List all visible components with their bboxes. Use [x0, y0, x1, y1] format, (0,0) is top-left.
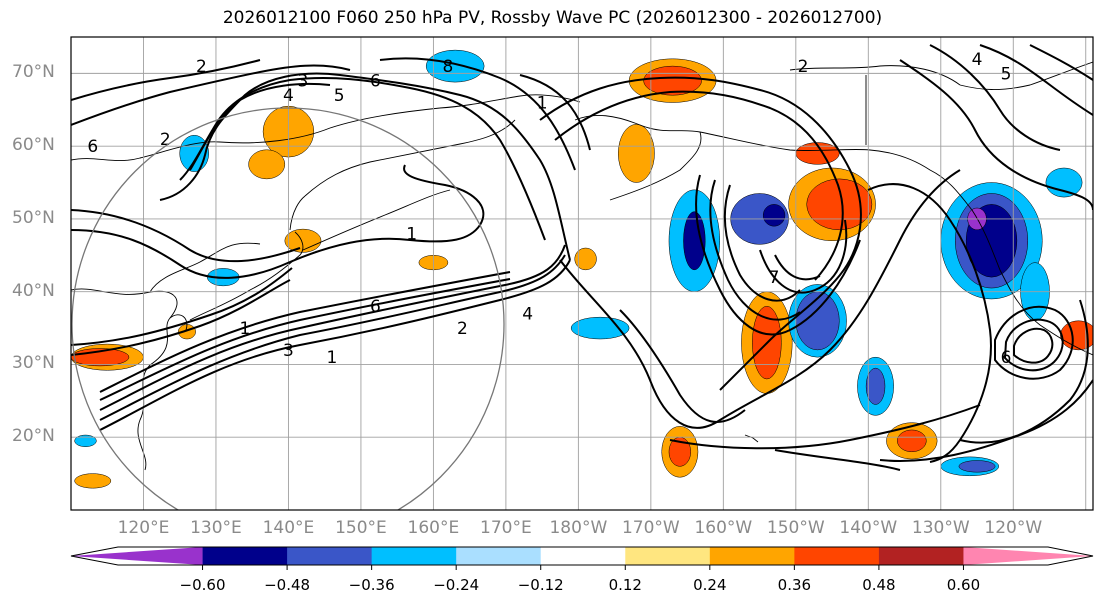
anomaly-patch — [425, 49, 485, 83]
graticule — [71, 37, 1093, 510]
colorbar-tick-label: 0.36 — [777, 576, 812, 594]
contour-label: 2 — [798, 57, 809, 77]
anomaly-patch — [179, 134, 209, 172]
anomaly-patch — [570, 316, 630, 340]
contour-label: 8 — [442, 57, 453, 77]
anomaly-patch — [74, 434, 97, 447]
longitude-label: 140°W — [839, 518, 898, 538]
contour-label: 6 — [87, 137, 98, 157]
longitude-label: 170°E — [480, 518, 532, 538]
contour-label: 5 — [334, 86, 345, 106]
latitude-label: 30°N — [12, 353, 55, 374]
longitude-label: 160°E — [407, 518, 460, 538]
contour-label: 2 — [196, 57, 207, 77]
contour-label: 1 — [240, 319, 251, 339]
contour-label: 4 — [522, 305, 533, 325]
colorbar-segment — [371, 547, 457, 565]
latitude-label: 50°N — [12, 207, 55, 228]
map-frame — [70, 36, 1094, 511]
longitude-label: 120°E — [117, 518, 170, 538]
colorbar-segment — [794, 547, 880, 565]
colorbar-tick-label: 0.48 — [862, 576, 896, 594]
longitude-label: 130°E — [190, 518, 242, 538]
anomaly-patch — [74, 473, 112, 489]
contour-label: 2 — [457, 319, 468, 339]
contour-label: 6 — [1001, 348, 1012, 368]
anomaly-patch — [865, 367, 886, 405]
anomaly-patch — [574, 247, 597, 271]
contour-label: 1 — [327, 348, 338, 368]
colorbar-tick-label: 0.24 — [693, 576, 727, 594]
contour-label: 4 — [283, 86, 294, 106]
longitude-label: 160°W — [694, 518, 753, 538]
anomaly-patch — [897, 429, 927, 453]
contour-label: 6 — [370, 72, 381, 92]
colorbar-segment — [202, 547, 288, 565]
colorbar-extend-low — [71, 547, 203, 565]
colorbar-segment — [625, 547, 711, 565]
contour-label: 1 — [537, 93, 548, 113]
contour-label: 7 — [769, 268, 780, 288]
colorbar — [70, 546, 1094, 570]
longitude-label: 120°W — [984, 518, 1043, 538]
latitude-label: 20°N — [12, 426, 55, 447]
colorbar-tick-label: −0.48 — [264, 576, 311, 594]
highlight-circle — [71, 107, 505, 510]
colorbar-segment — [540, 547, 626, 565]
anomaly-patch — [795, 291, 840, 351]
anomaly-patch — [806, 178, 873, 231]
latitude-label: 40°N — [12, 280, 55, 301]
colorbar-segment — [456, 547, 542, 565]
colorbar-tick-label: −0.12 — [517, 576, 564, 594]
contour-label: 4 — [972, 50, 983, 70]
colorbar-tick-label: 0.12 — [608, 576, 642, 594]
latitude-label: 60°N — [12, 135, 55, 156]
pv-anomaly-shading — [71, 49, 1093, 489]
colorbar-outline — [70, 546, 1094, 566]
anomaly-patch — [1045, 167, 1083, 198]
colorbar-tick-label: 0.60 — [946, 576, 981, 594]
longitude-label: 180°W — [549, 518, 608, 538]
colorbar-tick-label: −0.60 — [179, 576, 226, 594]
anomaly-patch — [958, 460, 996, 473]
colorbar-segment — [287, 547, 373, 565]
anomaly-patch — [762, 204, 786, 227]
longitude-label: 150°W — [766, 518, 825, 538]
colorbar-segment — [878, 547, 964, 565]
anomaly-patch — [643, 65, 702, 96]
contour-label: 5 — [1001, 64, 1012, 84]
longitude-label: 140°E — [262, 518, 315, 538]
longitude-label: 170°W — [621, 518, 680, 538]
anomaly-patch — [683, 211, 706, 271]
colorbar-tick-label: −0.36 — [348, 576, 395, 594]
contour-label: 6 — [370, 297, 381, 317]
anomaly-patch — [617, 124, 655, 183]
anomaly-patch — [248, 149, 286, 180]
longitude-label: 150°E — [335, 518, 387, 538]
anomaly-patch — [284, 228, 322, 253]
anomaly-patch — [1060, 320, 1093, 351]
colorbar-tick-label: −0.24 — [433, 576, 480, 594]
contour-label: 1 — [406, 224, 417, 244]
contour-label: 2 — [160, 130, 171, 150]
contour-label: 3 — [283, 341, 294, 361]
map-title: 2026012100 F060 250 hPa PV, Rossby Wave … — [222, 8, 883, 28]
colorbar-segment — [709, 547, 795, 565]
contour-label: 3 — [298, 72, 309, 92]
colorbar-extend-high — [963, 547, 1093, 565]
longitude-label: 130°W — [911, 518, 970, 538]
latitude-label: 70°N — [12, 62, 55, 83]
pv-contours — [71, 44, 1093, 471]
